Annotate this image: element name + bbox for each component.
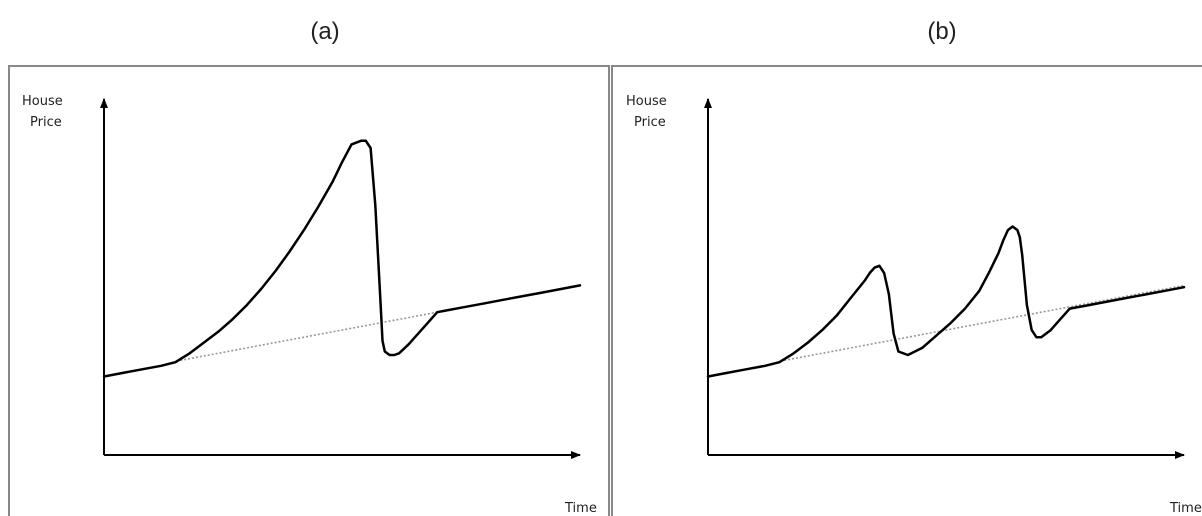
- chart-b-ylabel-line2: Price: [634, 115, 666, 130]
- chart-b-ylabel-line1: House: [626, 94, 667, 109]
- chart-a-ylabel-line1: House: [22, 94, 63, 109]
- chart-b-title: (b): [927, 18, 957, 45]
- chart-a-title: (a): [310, 18, 340, 45]
- chart-b-price-curve: [706, 225, 1186, 378]
- chart-b: House Price Time: [626, 94, 1202, 516]
- chart-b-xlabel: Time: [1169, 501, 1202, 516]
- chart-a-frame: [8, 65, 610, 516]
- chart-a-price-curve: [102, 139, 582, 378]
- chart-a-xlabel: Time: [564, 501, 597, 516]
- chart-b-frame: [611, 65, 1202, 516]
- chart-a-ylabel-line2: Price: [30, 115, 62, 130]
- chart-a: House Price Time: [22, 94, 597, 516]
- chart-b-trend-line: [784, 284, 1185, 362]
